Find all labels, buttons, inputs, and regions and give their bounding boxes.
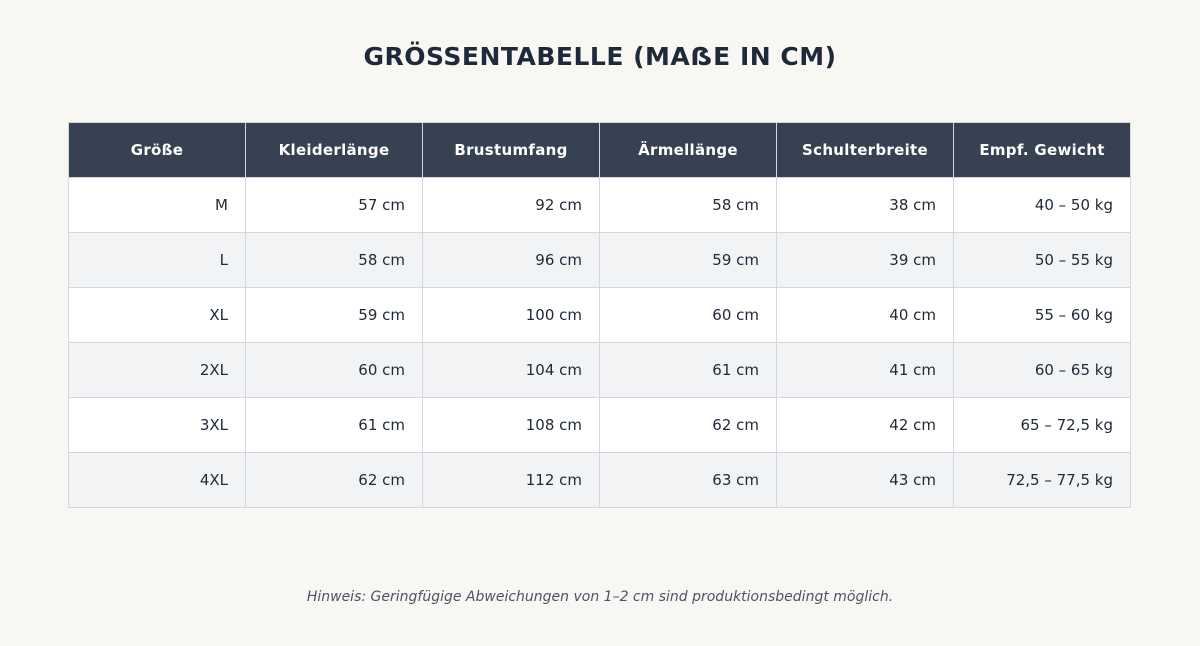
table-body: M 57 cm 92 cm 58 cm 38 cm 40 – 50 kg L 5… xyxy=(68,177,1131,508)
table-cell: 61 cm xyxy=(599,342,777,398)
table-cell: 96 cm xyxy=(422,232,600,288)
table-cell: 72,5 – 77,5 kg xyxy=(953,452,1131,508)
table-cell: 55 – 60 kg xyxy=(953,287,1131,343)
column-header-recommended-weight: Empf. Gewicht xyxy=(953,122,1131,178)
table-cell: 2XL xyxy=(68,342,246,398)
table-cell: 40 cm xyxy=(776,287,954,343)
table-cell: 43 cm xyxy=(776,452,954,508)
size-table: Größe Kleiderlänge Brustumfang Ärmelläng… xyxy=(68,122,1131,508)
table-cell: 61 cm xyxy=(245,397,423,453)
table-row: 3XL 61 cm 108 cm 62 cm 42 cm 65 – 72,5 k… xyxy=(68,397,1131,453)
table-cell: 59 cm xyxy=(599,232,777,288)
column-header-chest: Brustumfang xyxy=(422,122,600,178)
table-cell: 40 – 50 kg xyxy=(953,177,1131,233)
table-cell: M xyxy=(68,177,246,233)
table-cell: 3XL xyxy=(68,397,246,453)
table-cell: 62 cm xyxy=(599,397,777,453)
table-cell: 41 cm xyxy=(776,342,954,398)
table-header: Größe Kleiderlänge Brustumfang Ärmelläng… xyxy=(68,122,1131,178)
table-cell: 57 cm xyxy=(245,177,423,233)
table-row: XL 59 cm 100 cm 60 cm 40 cm 55 – 60 kg xyxy=(68,287,1131,343)
table-cell: 42 cm xyxy=(776,397,954,453)
table-cell: 59 cm xyxy=(245,287,423,343)
table-cell: 58 cm xyxy=(599,177,777,233)
table-cell: 38 cm xyxy=(776,177,954,233)
table-cell: 39 cm xyxy=(776,232,954,288)
table-cell: 92 cm xyxy=(422,177,600,233)
table-row: M 57 cm 92 cm 58 cm 38 cm 40 – 50 kg xyxy=(68,177,1131,233)
page-title: GRÖSSENTABELLE (MAẞE IN CM) xyxy=(363,42,837,71)
table-cell: 65 – 72,5 kg xyxy=(953,397,1131,453)
table-cell: XL xyxy=(68,287,246,343)
table-row: L 58 cm 96 cm 59 cm 39 cm 50 – 55 kg xyxy=(68,232,1131,288)
table-cell: 58 cm xyxy=(245,232,423,288)
table-cell: 104 cm xyxy=(422,342,600,398)
table-cell: L xyxy=(68,232,246,288)
table-cell: 112 cm xyxy=(422,452,600,508)
table-cell: 50 – 55 kg xyxy=(953,232,1131,288)
column-header-dress-length: Kleiderlänge xyxy=(245,122,423,178)
column-header-size: Größe xyxy=(68,122,246,178)
table-cell: 62 cm xyxy=(245,452,423,508)
table-cell: 108 cm xyxy=(422,397,600,453)
table-cell: 60 – 65 kg xyxy=(953,342,1131,398)
table-cell: 63 cm xyxy=(599,452,777,508)
column-header-shoulder-width: Schulterbreite xyxy=(776,122,954,178)
table-cell: 4XL xyxy=(68,452,246,508)
column-header-sleeve-length: Ärmellänge xyxy=(599,122,777,178)
table-row: 2XL 60 cm 104 cm 61 cm 41 cm 60 – 65 kg xyxy=(68,342,1131,398)
header-row: Größe Kleiderlänge Brustumfang Ärmelläng… xyxy=(68,122,1131,178)
footnote: Hinweis: Geringfügige Abweichungen von 1… xyxy=(306,589,894,605)
table-cell: 100 cm xyxy=(422,287,600,343)
table-row: 4XL 62 cm 112 cm 63 cm 43 cm 72,5 – 77,5… xyxy=(68,452,1131,508)
table-cell: 60 cm xyxy=(245,342,423,398)
table-cell: 60 cm xyxy=(599,287,777,343)
